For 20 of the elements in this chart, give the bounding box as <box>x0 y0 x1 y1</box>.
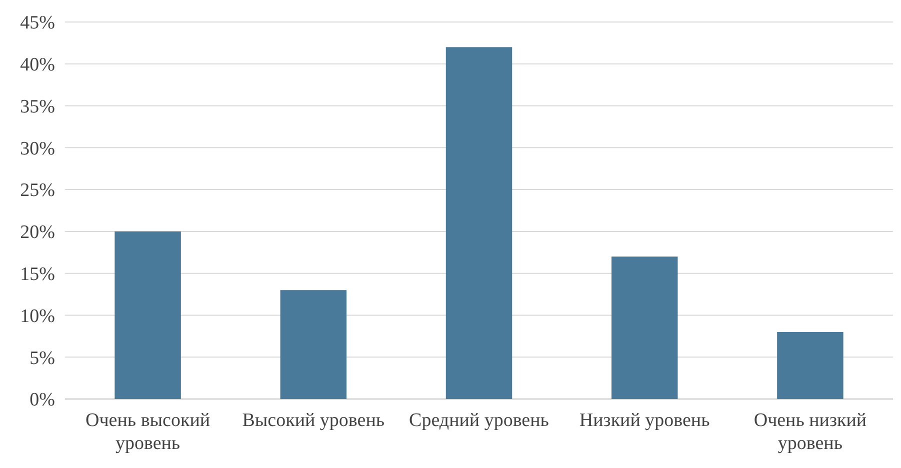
x-tick-label: Очень высокий уровень <box>86 410 210 454</box>
y-tick-label: 15% <box>20 264 56 285</box>
y-tick-label: 45% <box>20 12 56 34</box>
bar <box>280 290 347 399</box>
x-tick-label: Средний уровень <box>409 410 550 431</box>
y-tick-label: 30% <box>20 138 56 160</box>
y-tick-label: 35% <box>20 96 56 118</box>
bar <box>777 332 844 399</box>
y-tick-label: 10% <box>20 306 56 327</box>
bar <box>114 231 181 399</box>
y-tick-label: 25% <box>20 180 56 202</box>
y-tick-label: 20% <box>20 222 56 244</box>
x-tick-label: Низкий уровень <box>579 410 710 431</box>
bar <box>611 256 678 399</box>
x-tick-label: Очень низкий уровень <box>754 410 867 454</box>
y-tick-label: 40% <box>20 54 56 76</box>
bar <box>446 47 512 399</box>
y-tick-label: 0% <box>30 390 56 411</box>
y-tick-label: 5% <box>30 348 56 369</box>
x-tick-label: Высокий уровень <box>242 410 385 431</box>
